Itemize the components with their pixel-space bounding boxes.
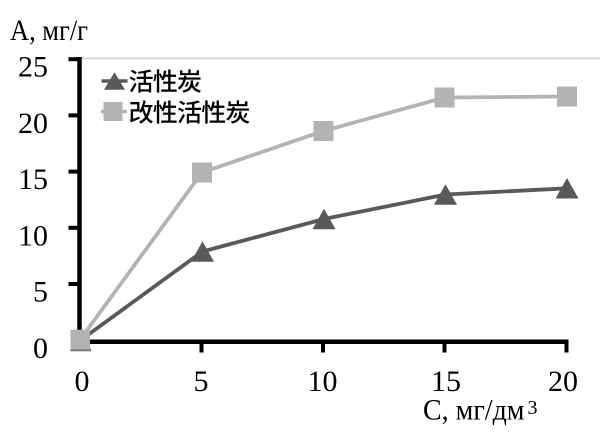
svg-text:20: 20 [548,365,578,398]
svg-text:20: 20 [18,107,48,140]
svg-text:15: 15 [18,163,48,196]
svg-text:5: 5 [33,276,48,309]
svg-text:25: 25 [18,51,48,84]
svg-text:10: 10 [308,365,338,398]
svg-text:5: 5 [194,365,209,398]
svg-text:3: 3 [528,397,538,419]
svg-text:0: 0 [33,332,48,365]
svg-text:15: 15 [431,365,461,398]
svg-text:10: 10 [18,219,48,252]
svg-text:А, мг/г: А, мг/г [10,14,88,47]
svg-text:0: 0 [75,365,90,398]
svg-text:С, мг/дм: С, мг/дм [423,394,525,427]
